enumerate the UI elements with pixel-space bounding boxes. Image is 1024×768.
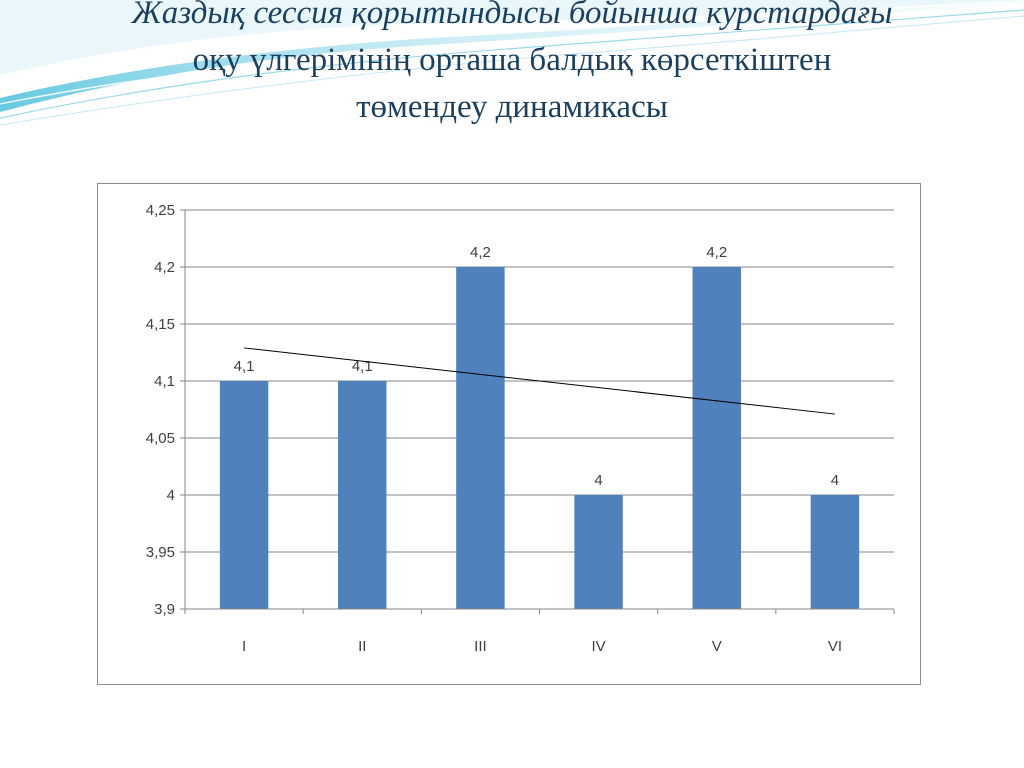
y-tick-label: 3,95: [146, 544, 175, 561]
y-tick-label: 4,15: [146, 316, 175, 333]
bars: [219, 267, 860, 609]
title-line-2: оқу үлгерімінің орташа балдық көрсеткішт…: [192, 42, 832, 78]
y-tick-label: 4,1: [154, 373, 175, 390]
y-tick-label: 4,2: [154, 259, 175, 276]
data-label: 4,2: [706, 244, 727, 261]
x-tick-label: III: [474, 638, 487, 655]
bar-chart: 4,1 4,14,244,24 3,93,9544,054,14,154,24,2…: [146, 202, 895, 655]
x-tick-label: VI: [828, 638, 842, 655]
data-label: 4,1: [234, 358, 255, 375]
chart-area: 4,1 4,1 4,2 4 4,2 4 3,9 3,95 4 4,05 4,1 4,15 4,2 4,2…: [97, 183, 921, 685]
bar: [574, 495, 623, 609]
slide-title: Жаздық сессия қорытындысы бойынша курста…: [40, 0, 984, 131]
title-line-1: Жаздық сессия қорытындысы бойынша курста…: [131, 0, 893, 31]
y-tick-label: 3,9: [154, 601, 175, 618]
y-tick-label: 4,05: [146, 430, 175, 447]
bar: [456, 267, 505, 609]
bar: [692, 267, 741, 609]
bar: [219, 381, 269, 609]
data-label: 4,2: [470, 244, 491, 261]
trendline-layer: [244, 347, 835, 415]
data-labels: 4,1 4,14,244,24: [234, 244, 839, 489]
title-line-3: төмендеу динамикасы: [356, 89, 668, 125]
y-tick-label: 4: [167, 487, 175, 504]
x-tick-label: I: [242, 638, 246, 655]
data-label: 4: [831, 472, 839, 489]
x-tick-label: V: [712, 638, 722, 655]
bar: [338, 381, 387, 609]
data-label: 4: [594, 472, 602, 489]
wave-decoration: [0, 0, 1024, 126]
y-tick-label: 4,25: [146, 202, 175, 219]
trendline: [244, 347, 835, 415]
gridlines: [185, 209, 894, 553]
x-tick-label: II: [358, 638, 366, 655]
x-tick-label: IV: [591, 638, 605, 655]
bar: [810, 495, 860, 609]
